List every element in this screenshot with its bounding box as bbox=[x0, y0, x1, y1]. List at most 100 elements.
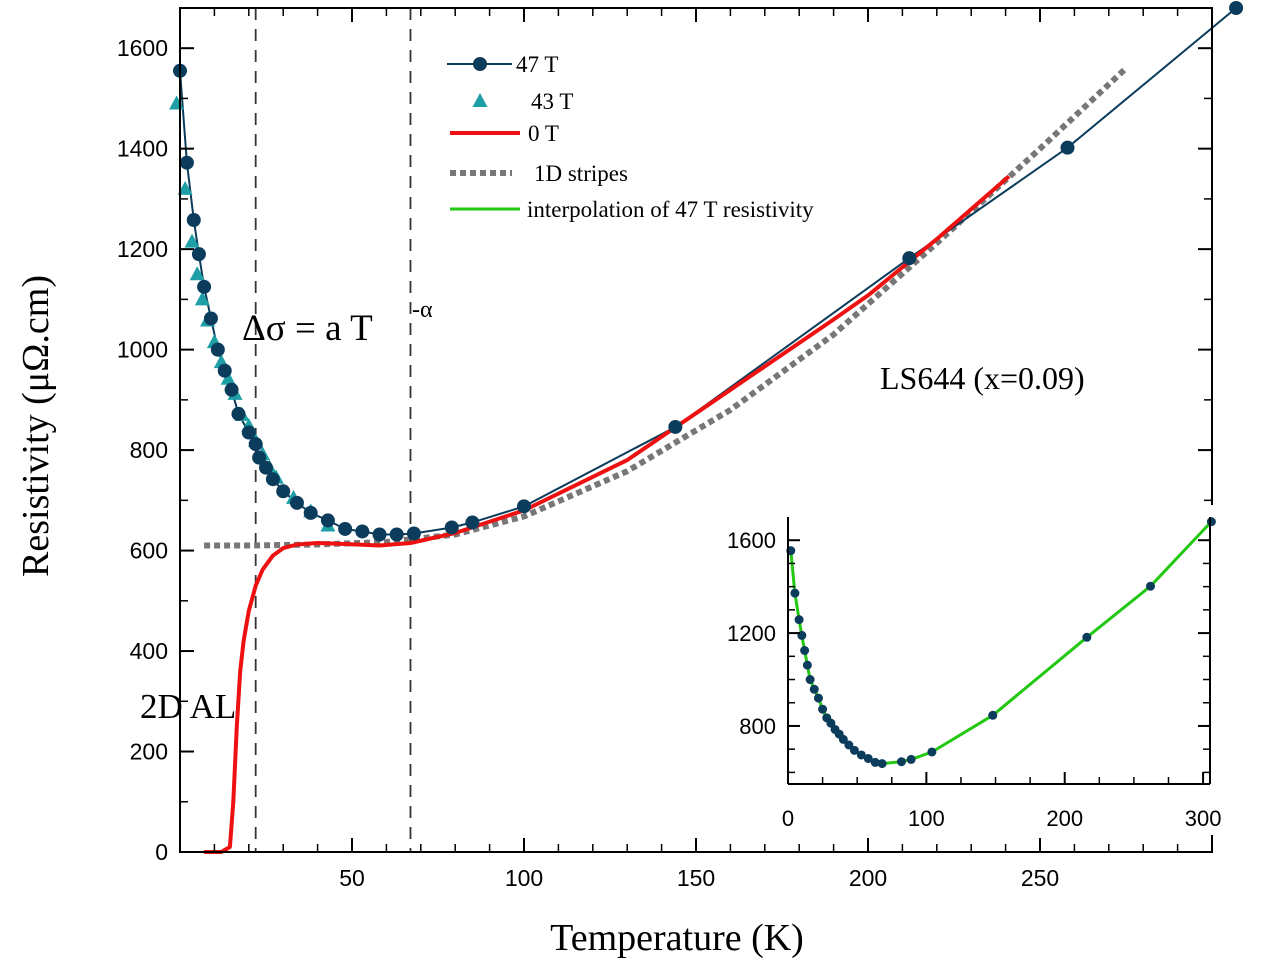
legend-label: 0 T bbox=[528, 121, 559, 146]
y-tick-label: 0 bbox=[155, 839, 168, 865]
inset-background bbox=[772, 505, 1222, 835]
series-1d-stripes-line bbox=[204, 66, 1129, 549]
inset-47t-point bbox=[856, 750, 866, 760]
inset-47t-point bbox=[863, 753, 873, 763]
inset-x-tick-label: 300 bbox=[1185, 806, 1222, 831]
legend-entry: 43 T bbox=[472, 89, 573, 114]
series-47t-point bbox=[231, 406, 246, 421]
series-47t-point bbox=[465, 515, 480, 530]
inset-47t-point bbox=[805, 675, 815, 685]
series-43t-point bbox=[189, 266, 205, 281]
series-47t-point bbox=[1229, 1, 1244, 15]
inset-47t-point bbox=[896, 757, 906, 767]
series-47t-point bbox=[517, 499, 531, 514]
inset-y-tick-label: 1600 bbox=[727, 528, 776, 553]
series-47t-point bbox=[210, 342, 225, 357]
series-47t-point bbox=[217, 363, 232, 378]
y-tick-label: 1400 bbox=[117, 136, 168, 162]
y-tick-label: 1600 bbox=[117, 35, 168, 61]
al-label: 2D AL bbox=[140, 687, 236, 726]
series-47t-point bbox=[355, 524, 370, 539]
series-47t-point bbox=[259, 460, 273, 475]
series-0t-line bbox=[204, 174, 1011, 854]
y-tick-label: 1200 bbox=[117, 236, 168, 262]
formula-exponent: -α bbox=[412, 297, 433, 323]
series-47t-point bbox=[406, 526, 421, 541]
inset-47t-point bbox=[870, 757, 880, 767]
inset-x-tick-label: 0 bbox=[782, 806, 794, 831]
series-47t-point bbox=[224, 382, 239, 397]
legend-entry: 1D stripes bbox=[450, 161, 628, 186]
main-series-group bbox=[169, 1, 1244, 854]
series-47t-point bbox=[203, 311, 218, 326]
legend-entry: 47 T bbox=[447, 52, 558, 77]
series-47t-point bbox=[338, 521, 353, 536]
legend-entry: interpolation of 47 T resistivity bbox=[450, 197, 814, 222]
inset-axis-ticks: 800 1200 1600 0 100 200 300 bbox=[727, 528, 1221, 831]
inset-47t-point bbox=[906, 754, 916, 764]
series-47t-point bbox=[389, 527, 404, 542]
series-43t-point bbox=[220, 370, 236, 385]
main-reference-lines bbox=[254, 8, 412, 852]
series-47t-point bbox=[191, 247, 206, 262]
x-tick-label: 250 bbox=[1021, 865, 1059, 891]
series-43t-point bbox=[177, 180, 193, 195]
series-47t-point bbox=[179, 155, 194, 170]
series-47t-point bbox=[276, 484, 291, 499]
inset-47t-point bbox=[927, 747, 937, 757]
inset-47t-point bbox=[844, 740, 854, 750]
inset-x-tick-label: 200 bbox=[1046, 806, 1083, 831]
x-tick-label: 200 bbox=[849, 865, 887, 891]
inset-47t-point bbox=[802, 660, 812, 670]
inset-x-tick-label: 100 bbox=[908, 806, 945, 831]
inset-47t-point bbox=[877, 759, 887, 769]
x-tick-label: 50 bbox=[339, 865, 365, 891]
legend-label: interpolation of 47 T resistivity bbox=[527, 197, 814, 222]
y-tick-label: 1000 bbox=[117, 337, 168, 363]
series-47t-line bbox=[179, 7, 1237, 536]
inset-47t-point bbox=[809, 684, 819, 694]
y-tick-label: 800 bbox=[130, 437, 168, 463]
inset-y-tick-label: 1200 bbox=[727, 621, 776, 646]
legend-47t-marker bbox=[473, 57, 487, 71]
inset-47t-point bbox=[849, 745, 859, 755]
formula-annotation: Δσ = a T bbox=[242, 308, 373, 349]
series-47t-point bbox=[289, 495, 304, 510]
series-47t-point bbox=[252, 450, 267, 465]
series-47t-point bbox=[320, 513, 335, 528]
inset-47t-point bbox=[838, 734, 848, 744]
legend-label: 47 T bbox=[516, 52, 558, 77]
x-axis-title: Temperature (K) bbox=[550, 917, 804, 959]
inset-47t-point bbox=[1206, 517, 1216, 527]
inset-y-tick-label: 800 bbox=[739, 714, 776, 739]
inset-47t-point bbox=[794, 615, 804, 625]
inset-plot: 800 1200 1600 0 100 200 300 bbox=[727, 505, 1222, 835]
series-47t-point bbox=[668, 419, 683, 434]
series-47t-point bbox=[372, 527, 387, 542]
series-47t-point bbox=[303, 505, 318, 520]
legend-label: 1D stripes bbox=[534, 161, 628, 186]
y-axis-title: Resistivity (μΩ.cm) bbox=[15, 275, 57, 577]
series-47t-point bbox=[265, 472, 280, 487]
series-47t-point bbox=[241, 425, 256, 440]
inset-47t-point bbox=[988, 710, 998, 720]
inset-47t-point bbox=[1146, 581, 1156, 591]
series-47t-point bbox=[186, 213, 201, 228]
inset-47t-point bbox=[800, 646, 810, 655]
legend-43t-marker bbox=[472, 93, 488, 107]
series-47t-point bbox=[444, 520, 459, 535]
series-43t-point bbox=[184, 233, 200, 248]
inset-47t-point bbox=[790, 588, 800, 598]
series-47t-point bbox=[902, 251, 917, 266]
x-tick-label: 150 bbox=[677, 865, 715, 891]
y-tick-label: 200 bbox=[130, 739, 168, 765]
sample-label: LS644 (x=0.09) bbox=[880, 360, 1085, 396]
inset-47t-point bbox=[813, 693, 823, 703]
series-47t-point bbox=[248, 437, 263, 452]
legend-label: 43 T bbox=[531, 89, 573, 114]
inset-47t-point bbox=[1082, 632, 1092, 642]
series-47t-point bbox=[1060, 140, 1075, 155]
